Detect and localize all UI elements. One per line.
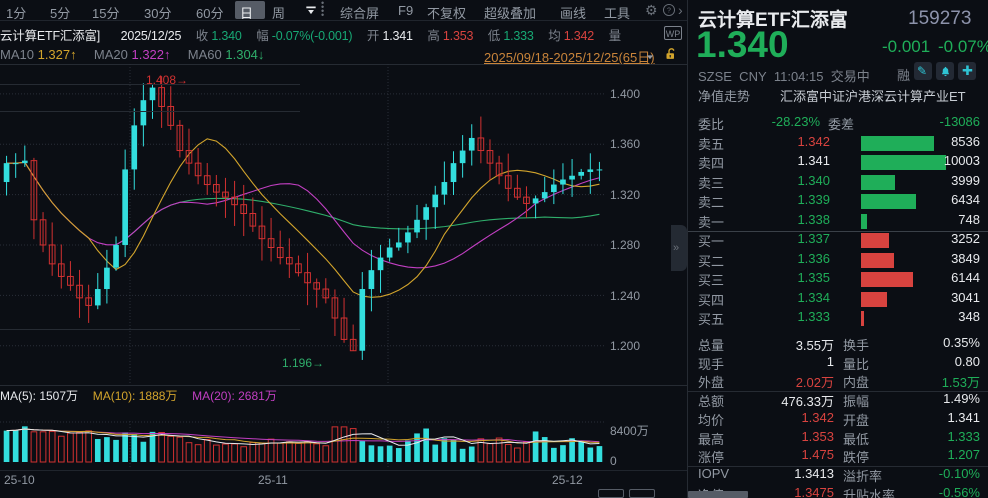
svg-text:?: ? [667,8,671,15]
